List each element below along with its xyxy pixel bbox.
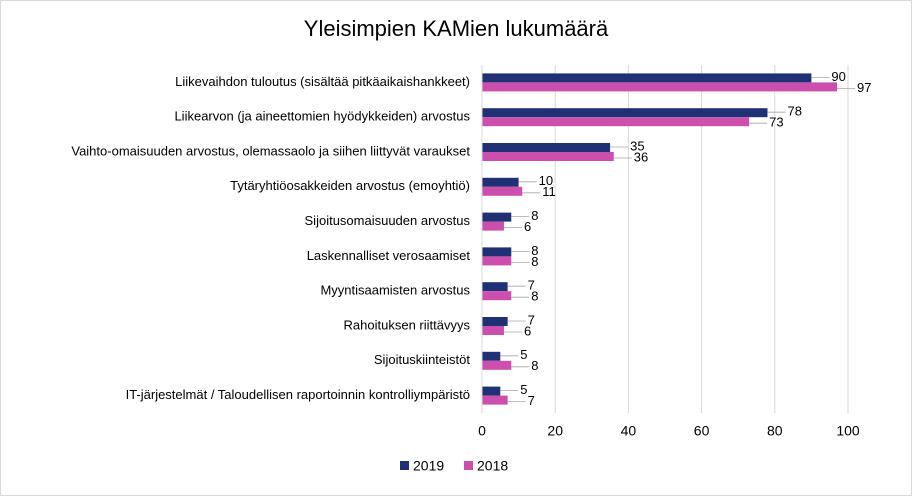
x-tick-label: 0 (478, 423, 486, 439)
bar (482, 282, 508, 291)
data-label: 8 (531, 254, 538, 269)
y-tick-label: Liikearvon (ja aineettomien hyödykkeiden… (174, 109, 470, 124)
data-label: 8 (531, 289, 538, 304)
data-label: 8 (531, 208, 538, 223)
bar (482, 387, 500, 396)
data-label: 90 (831, 69, 845, 84)
y-tick-label: Sijoituskiinteistöt (374, 352, 470, 367)
bar (482, 317, 508, 326)
data-label: 5 (520, 382, 527, 397)
data-label: 73 (769, 115, 783, 130)
data-label: 5 (520, 347, 527, 362)
x-tick-label: 40 (621, 423, 637, 439)
y-tick-label: Liikevaihdon tuloutus (sisältää pitkäaik… (175, 74, 470, 89)
bar (482, 187, 522, 196)
chart-title: Yleisimpien KAMien lukumäärä (304, 16, 609, 41)
data-label: 11 (542, 184, 556, 199)
bar (482, 361, 511, 370)
data-label: 6 (524, 219, 531, 234)
bar (482, 247, 511, 256)
data-label: 97 (857, 80, 871, 95)
bar (482, 213, 511, 222)
y-tick-label: Tytäryhtiöosakkeiden arvostus (emoyhtiö) (230, 178, 470, 193)
x-tick-label: 60 (694, 423, 710, 439)
data-label: 6 (524, 323, 531, 338)
bar (482, 178, 519, 187)
bar (482, 396, 508, 405)
legend-label: 2018 (477, 458, 508, 474)
data-label: 36 (634, 149, 648, 164)
data-label: 78 (787, 104, 801, 119)
y-tick-label: Myyntisaamisten arvostus (320, 283, 470, 298)
bar (482, 108, 767, 117)
bar (482, 256, 511, 265)
bar (482, 82, 837, 91)
bar (482, 143, 610, 152)
x-tick-label: 80 (767, 423, 783, 439)
data-label: 7 (528, 393, 535, 408)
x-tick-label: 100 (836, 423, 860, 439)
bar (482, 222, 504, 231)
bar (482, 326, 504, 335)
data-label: 8 (531, 358, 538, 373)
legend-swatch (400, 461, 409, 470)
y-tick-label: Rahoituksen riittävyys (344, 317, 471, 332)
legend-swatch (464, 461, 473, 470)
bar (482, 152, 614, 161)
bar (482, 352, 500, 361)
y-tick-label: IT-järjestelmät / Taloudellisen raportoi… (126, 387, 470, 402)
y-tick-label: Vaihto-omaisuuden arvostus, olemassaolo … (71, 143, 470, 158)
y-tick-label: Sijoitusomaisuuden arvostus (305, 213, 471, 228)
bar (482, 117, 749, 126)
bar (482, 73, 811, 82)
x-tick-label: 20 (547, 423, 563, 439)
legend-label: 2019 (413, 458, 444, 474)
bar (482, 291, 511, 300)
y-tick-label: Laskennalliset verosaamiset (307, 248, 471, 263)
